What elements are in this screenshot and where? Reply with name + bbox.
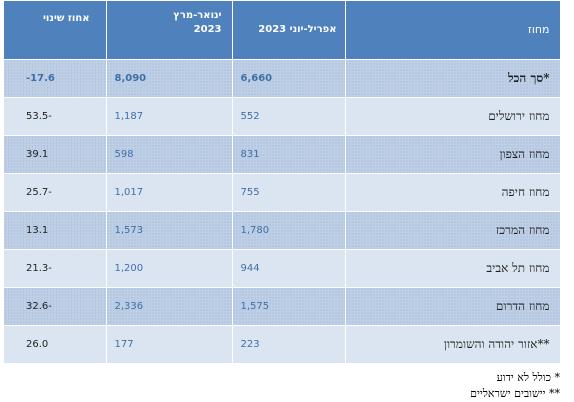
table-header-row: אחוז שינוי ינואר-מרץ 2023 אפריל-יוני 202… [4, 1, 561, 60]
cell-district: מחוז הדרום [345, 287, 561, 326]
cell-apr-jun: 1,575 [232, 287, 346, 326]
cell-apr-jun: 831 [232, 135, 346, 174]
cell-change: -17.6 [4, 59, 107, 98]
cell-apr-jun: 1,780 [232, 211, 346, 250]
cell-jan-mar: 598 [106, 135, 233, 174]
header-district: מחוז [345, 1, 561, 60]
cell-change: 13.1 [4, 211, 107, 250]
table-row: 39.1 598 831 מחוז הצפון [4, 135, 561, 174]
table-row-total: -17.6 8,090 6,660 סך הכל* [4, 59, 561, 98]
cell-apr-jun: 944 [232, 249, 346, 288]
cell-apr-jun: 755 [232, 173, 346, 212]
cell-change: 25.7- [4, 173, 107, 212]
cell-district: סך הכל* [345, 59, 561, 98]
cell-jan-mar: 1,573 [106, 211, 233, 250]
header-apr-jun: אפריל-יוני 2023 [232, 1, 346, 60]
cell-district: מחוז המרכז [345, 211, 561, 250]
cell-district: מחוז תל אביב [345, 249, 561, 288]
cell-jan-mar: 1,200 [106, 249, 233, 288]
cell-jan-mar: 1,017 [106, 173, 233, 212]
table-row: 53.5- 1,187 552 מחוז ירושלים [4, 97, 561, 136]
footnote-israeli-settlements: ** יישובים ישראליים [470, 387, 560, 400]
cell-jan-mar: 8,090 [106, 59, 233, 98]
cell-change: 32.6- [4, 287, 107, 326]
cell-change: 26.0 [4, 325, 107, 364]
cell-jan-mar: 2,336 [106, 287, 233, 326]
cell-jan-mar: 1,187 [106, 97, 233, 136]
cell-change: 21.3- [4, 249, 107, 288]
header-jan-mar-line1: ינואר-מרץ [173, 10, 222, 21]
footnote-unknown: * כולל לא ידוע [496, 371, 560, 384]
cell-district: מחוז חיפה [345, 173, 561, 212]
table-row: 21.3- 1,200 944 מחוז תל אביב [4, 249, 561, 288]
cell-district: מחוז הצפון [345, 135, 561, 174]
header-jan-mar: ינואר-מרץ 2023 [106, 1, 233, 60]
table-row: 25.7- 1,017 755 מחוז חיפה [4, 173, 561, 212]
table-row: 13.1 1,573 1,780 מחוז המרכז [4, 211, 561, 250]
table-row: 26.0 177 223 אזור יהודה והשומרון** [4, 325, 561, 364]
table-row: 32.6- 2,336 1,575 מחוז הדרום [4, 287, 561, 326]
cell-apr-jun: 223 [232, 325, 346, 364]
header-change: אחוז שינוי [4, 1, 107, 60]
cell-district: מחוז ירושלים [345, 97, 561, 136]
district-table: אחוז שינוי ינואר-מרץ 2023 אפריל-יוני 202… [4, 1, 561, 364]
cell-apr-jun: 6,660 [232, 59, 346, 98]
cell-change: 39.1 [4, 135, 107, 174]
cell-jan-mar: 177 [106, 325, 233, 364]
footnotes: * כולל לא ידוע ** יישובים ישראליים [470, 370, 560, 402]
cell-change: 53.5- [4, 97, 107, 136]
cell-apr-jun: 552 [232, 97, 346, 136]
cell-district: אזור יהודה והשומרון** [345, 325, 561, 364]
header-jan-mar-line2: 2023 [193, 24, 222, 35]
